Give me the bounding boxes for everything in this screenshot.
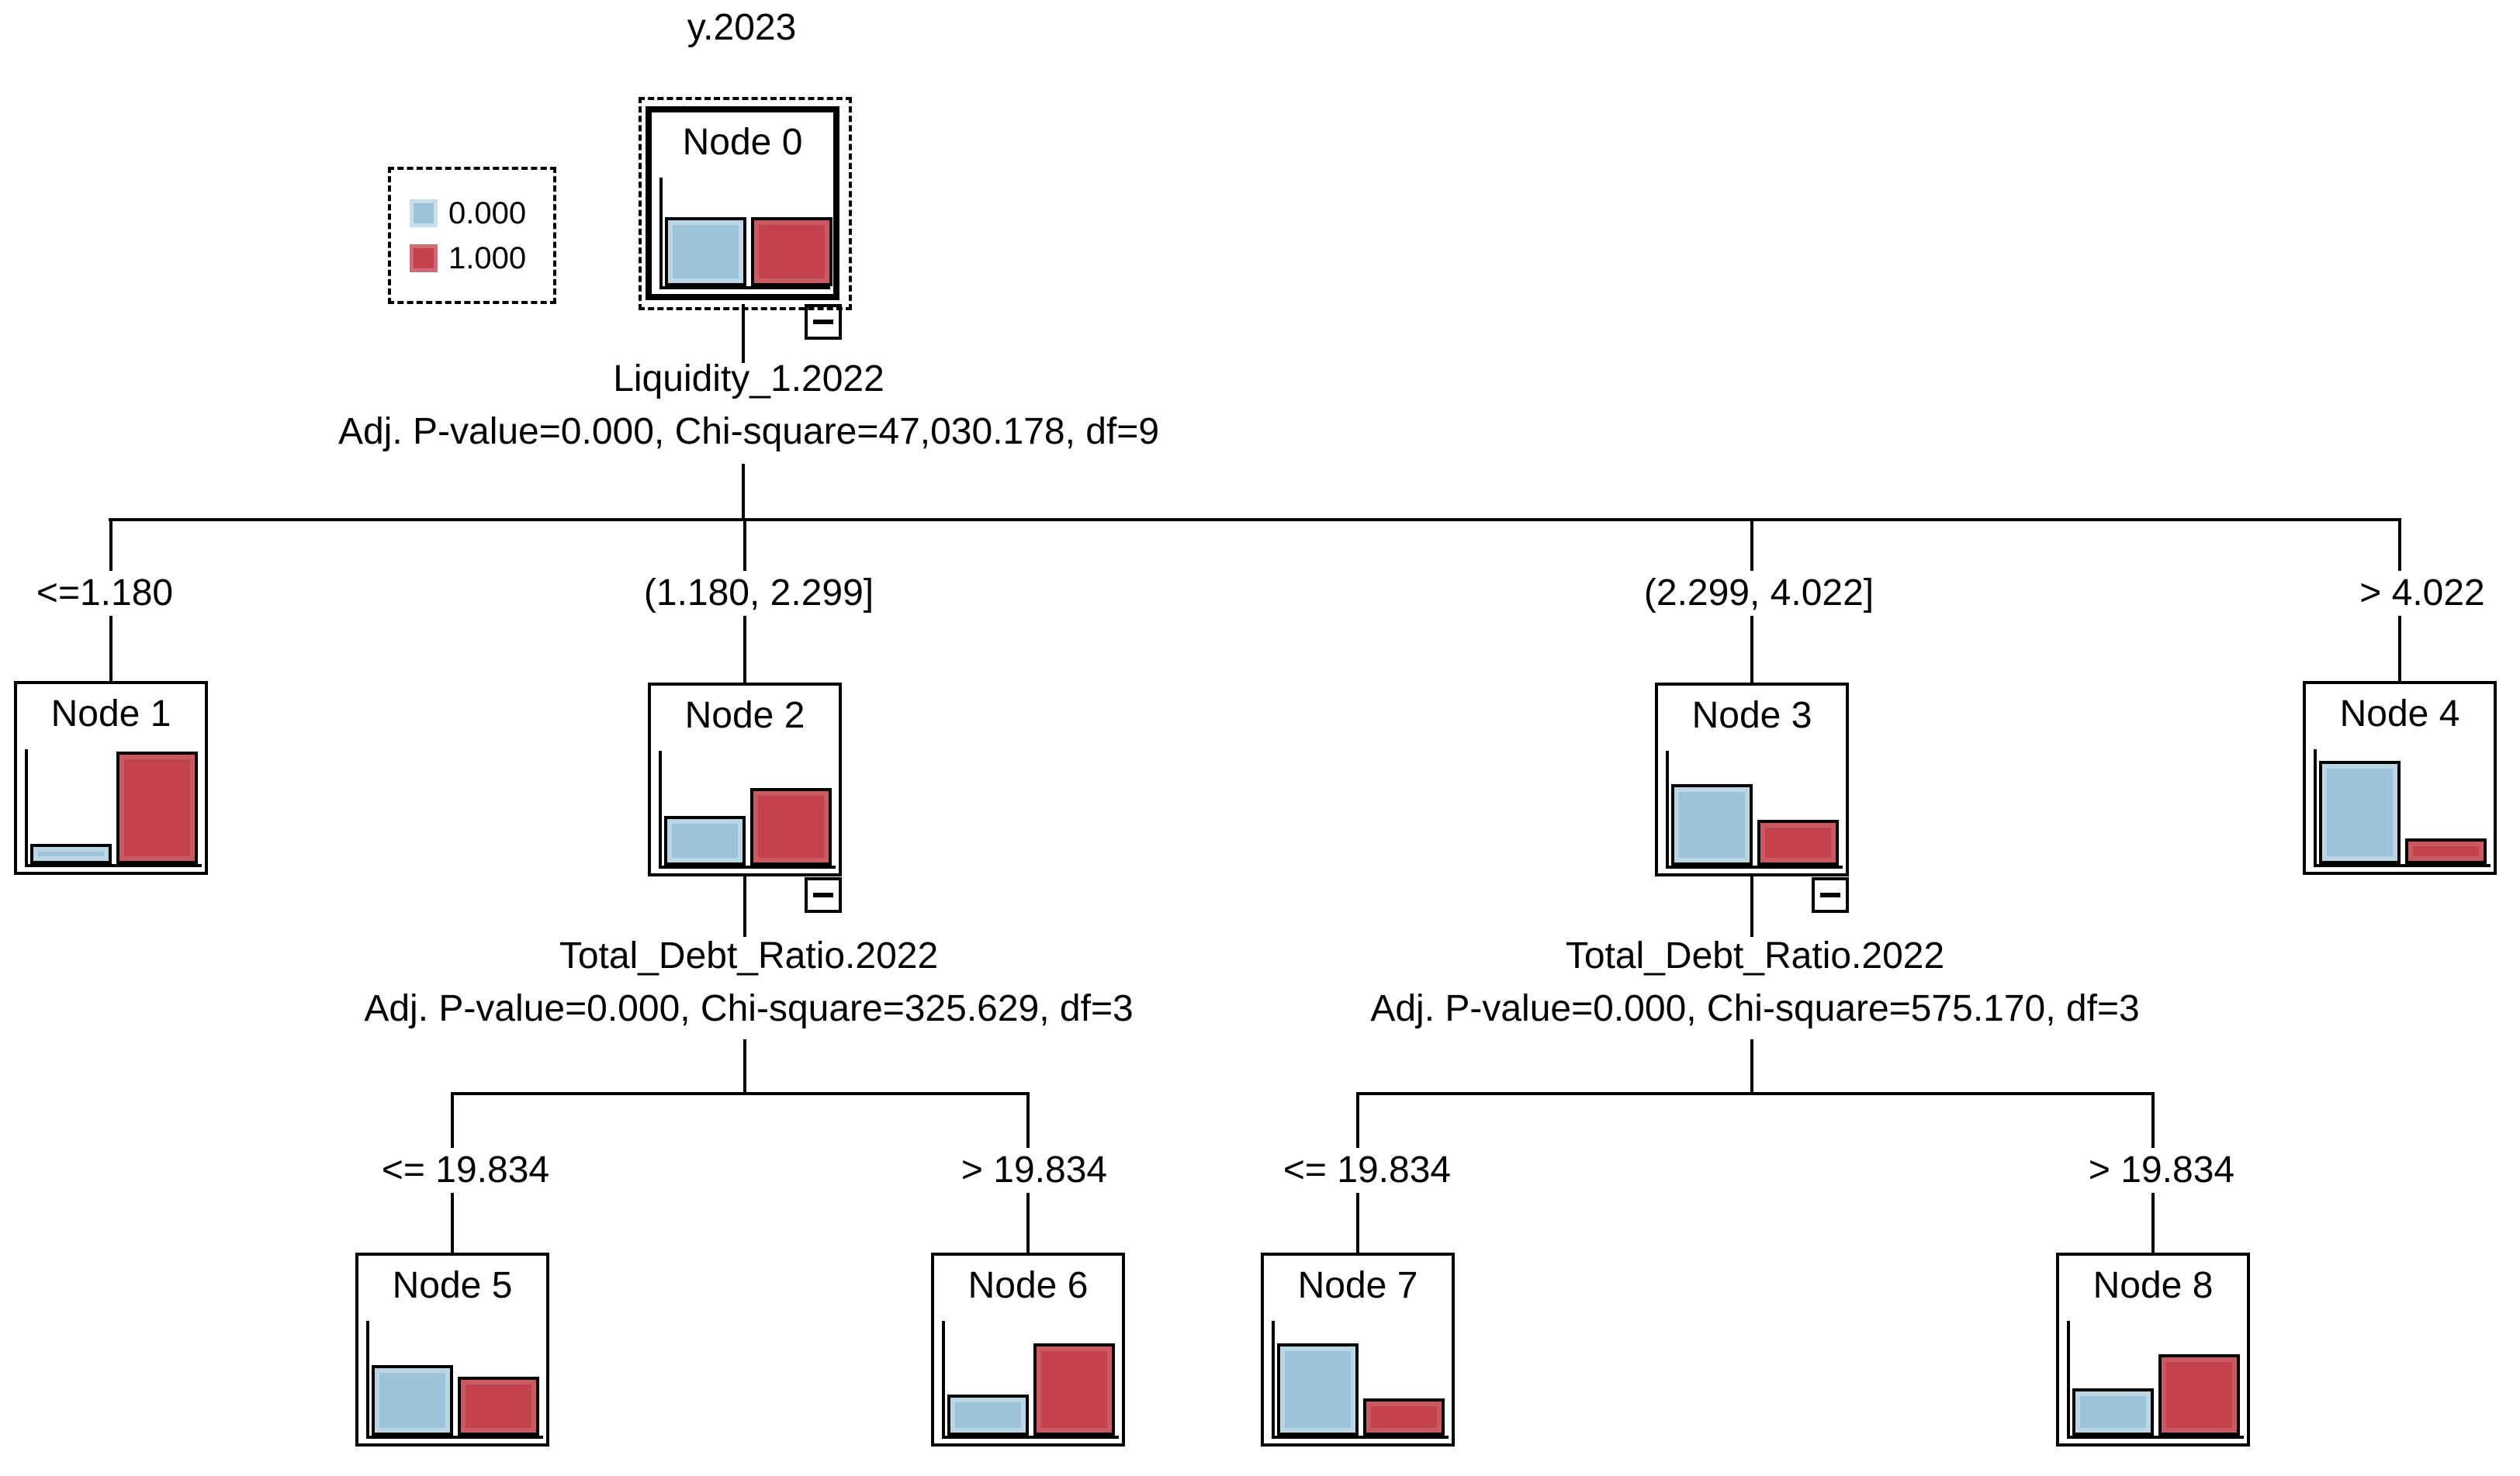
collapse-button-node-0[interactable] [805, 304, 842, 340]
branch-label: <= 19.834 [1275, 1148, 1459, 1193]
bar-category-0 [2319, 761, 2401, 864]
legend: 0.000 1.000 [388, 167, 556, 304]
connector [742, 464, 745, 518]
split-stats: Adj. P-value=0.000, Chi-square=575.170, … [1370, 988, 2140, 1029]
axis-x [1666, 866, 1843, 869]
connector [1750, 875, 1753, 937]
node-title: Node 6 [968, 1265, 1089, 1306]
node-0[interactable]: Node 0 [646, 106, 839, 300]
connector [109, 518, 2401, 521]
bar-category-1 [116, 752, 198, 864]
axis-x [2314, 864, 2491, 867]
bar-category-1 [751, 217, 832, 286]
legend-item-label: 1.000 [448, 241, 527, 275]
split-variable: Total_Debt_Ratio.2022 [559, 935, 939, 977]
axis-y [366, 1321, 369, 1439]
node-title: Node 5 [392, 1265, 513, 1306]
axis-x [366, 1436, 543, 1439]
node-8[interactable]: Node 8 [2056, 1253, 2250, 1447]
axis-y [659, 178, 663, 289]
axis-x [942, 1436, 1119, 1439]
axis-x [659, 286, 830, 289]
axis-y [1666, 751, 1669, 869]
bar-category-1 [750, 788, 832, 866]
axis-x [2067, 1436, 2244, 1439]
bar-category-0 [2072, 1388, 2154, 1436]
connector [743, 875, 746, 937]
bar-category-1 [458, 1377, 539, 1436]
connector [1356, 1092, 2155, 1095]
bar-category-0 [372, 1365, 453, 1436]
bar-category-1 [1363, 1398, 1445, 1436]
bar-category-0 [30, 844, 112, 864]
bar-category-1 [2158, 1354, 2240, 1436]
axis-x [659, 866, 836, 869]
axis-y [2067, 1321, 2070, 1439]
branch-label: <=1.180 [28, 571, 182, 616]
connector [1750, 1039, 1753, 1092]
bar-category-0 [1671, 784, 1753, 866]
axis-x [25, 864, 202, 867]
axis-y [25, 749, 28, 867]
collapse-button-node-2[interactable] [805, 877, 842, 913]
connector [742, 304, 745, 363]
node-title: Node 1 [50, 693, 171, 735]
node-1[interactable]: Node 1 [14, 681, 208, 875]
split-variable: Total_Debt_Ratio.2022 [1565, 935, 1945, 977]
node-title: Node 3 [1691, 695, 1812, 736]
connector [743, 1039, 746, 1092]
node-6[interactable]: Node 6 [931, 1253, 1125, 1447]
legend-swatch-red-icon [410, 244, 438, 272]
node-2[interactable]: Node 2 [648, 683, 842, 876]
bar-category-1 [1757, 820, 1839, 866]
legend-swatch-blue-icon [410, 199, 438, 227]
node-3[interactable]: Node 3 [1655, 683, 1849, 876]
legend-item-1: 1.000 [410, 243, 553, 274]
minus-icon [813, 893, 833, 897]
connector [451, 1092, 1030, 1095]
split-stats: Adj. P-value=0.000, Chi-square=47,030.17… [338, 411, 1160, 452]
bar-category-1 [2405, 838, 2487, 864]
bar-category-0 [1277, 1343, 1359, 1436]
axis-y [659, 751, 662, 869]
legend-item-0: 0.000 [410, 198, 553, 229]
branch-label: (1.180, 2.299] [635, 571, 882, 616]
axis-y [942, 1321, 945, 1439]
selection-marquee [639, 97, 852, 310]
axis-y [2314, 749, 2317, 867]
bar-category-0 [664, 816, 746, 866]
dependent-variable-title: y.2023 [687, 7, 797, 48]
branch-label: > 19.834 [953, 1148, 1116, 1193]
bar-category-0 [947, 1395, 1029, 1436]
node-4[interactable]: Node 4 [2303, 681, 2497, 875]
split-stats: Adj. P-value=0.000, Chi-square=325.629, … [364, 988, 1134, 1029]
node-7[interactable]: Node 7 [1261, 1253, 1455, 1447]
minus-icon [813, 320, 833, 324]
axis-y [1272, 1321, 1275, 1439]
node-title: Node 0 [682, 122, 803, 163]
node-title: Node 7 [1297, 1265, 1418, 1306]
split-variable: Liquidity_1.2022 [613, 358, 884, 399]
branch-label: (2.299, 4.022] [1636, 571, 1882, 616]
node-title: Node 4 [2339, 693, 2460, 735]
minus-icon [1820, 893, 1840, 897]
bar-category-1 [1033, 1343, 1115, 1436]
axis-x [1272, 1436, 1449, 1439]
node-title: Node 8 [2092, 1265, 2214, 1306]
legend-item-label: 0.000 [448, 196, 527, 230]
node-5[interactable]: Node 5 [355, 1253, 549, 1447]
bar-category-0 [665, 217, 746, 286]
branch-label: <= 19.834 [373, 1148, 558, 1193]
collapse-button-node-3[interactable] [1812, 877, 1849, 913]
branch-label: > 19.834 [2080, 1148, 2243, 1193]
branch-label: > 4.022 [2352, 571, 2493, 616]
node-title: Node 2 [684, 695, 805, 736]
